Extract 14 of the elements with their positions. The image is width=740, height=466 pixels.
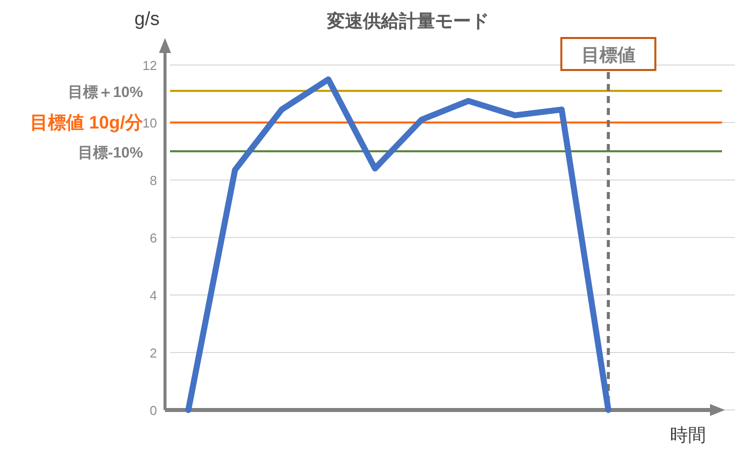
chart-title: 変速供給計量モード [326, 11, 489, 31]
y-tick-label: 2 [150, 346, 157, 360]
y-axis-title: g/s [134, 9, 160, 30]
ref-line-label: 目標＋10% [68, 84, 143, 101]
y-tick-label: 12 [142, 58, 157, 73]
x-axis-title: 時間 [670, 425, 706, 445]
ref-line-label: 目標値 10g/分 [30, 112, 144, 132]
y-tick-label: 4 [150, 288, 157, 303]
text: 目標値 [581, 45, 636, 65]
y-tick-label: 0 [150, 403, 157, 418]
ref-line-label: 目標-10% [78, 144, 143, 162]
y-tick-label: 10 [142, 116, 157, 130]
y-tick-label: 8 [150, 173, 157, 188]
y-tick-label: 6 [150, 230, 157, 246]
